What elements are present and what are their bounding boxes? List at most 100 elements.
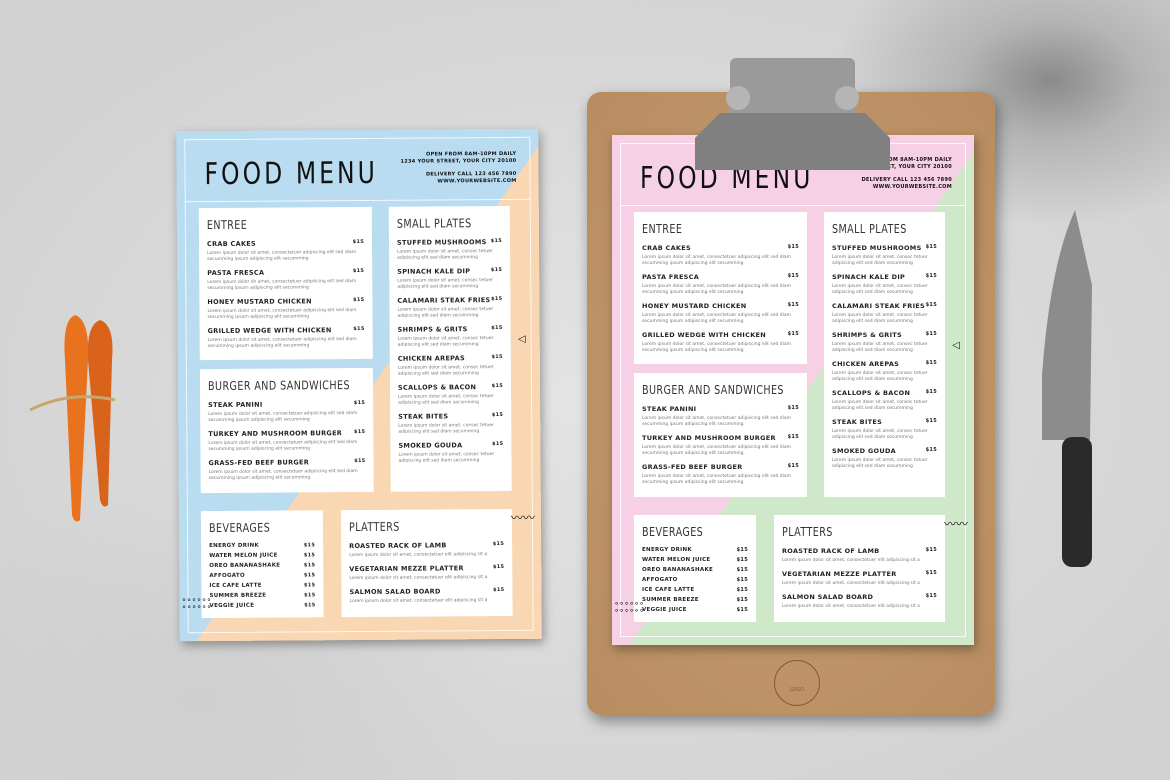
- item-description: Lorem ipsum dolor sit amet, consectetuer…: [349, 552, 488, 559]
- menu-item: GRASS-FED BEEF BURGER $15 Lorem ipsum dolo…: [642, 463, 799, 486]
- item-name: ICE CAFE LATTE: [642, 587, 695, 593]
- menu-item-row: GRASS-FED BEEF BURGER $15: [642, 463, 799, 471]
- menu-item: HONEY MUSTARD CHICKEN $15 Lorem ipsum dolo…: [207, 297, 364, 321]
- opening-hours: OPEN FROM 8AM-10PM DAILY: [861, 157, 952, 163]
- menu-item-row: PASTA FRESCA $15: [207, 268, 364, 277]
- item-name: HONEY MUSTARD CHICKEN: [207, 297, 312, 307]
- item-description: Lorem ipsum dolor sit amet, consectetuer…: [207, 337, 357, 350]
- menu-item-row: HONEY MUSTARD CHICKEN $15: [207, 297, 364, 306]
- menu-item: GRILLED WEDGE WITH CHICKEN $15 Lorem ipsum…: [208, 326, 365, 350]
- menu-item-row: TURKEY AND MUSHROOM BURGER $15: [208, 429, 365, 438]
- item-price: $15: [736, 607, 748, 613]
- item-description: Lorem ipsum dolor sit amet, consectetuer…: [642, 416, 792, 427]
- menu-item: CALAMARI STEAK FRIES $15 Lorem ipsum dolor…: [832, 302, 937, 325]
- item-description: Lorem ipsum dolor sit amet, consec tetue…: [832, 284, 928, 295]
- item-description: Lorem ipsum dolor sit amet, consectetuer…: [207, 279, 357, 292]
- menu-item-row: GRILLED WEDGE WITH CHICKEN $15: [208, 326, 365, 335]
- item-price: $15: [304, 602, 316, 609]
- menu-item: WATER MELON JUICE $15: [642, 557, 748, 563]
- menu-section-burgers: BURGER AND SANDWICHES STEAK PANINI $15 Lore…: [199, 367, 374, 494]
- item-price: $15: [303, 572, 316, 579]
- item-description: Lorem ipsum dolor sit amet, consec tetue…: [397, 307, 494, 319]
- menu-item: STEAK BITES $15 Lorem ipsum dolor sit amet…: [398, 412, 503, 436]
- menu-item: TURKEY AND MUSHROOM BURGER $15 Lorem ipsum…: [208, 429, 365, 453]
- address: 1234 YOUR STREET, YOUR CITY 20100: [400, 157, 517, 165]
- item-name: SMOKED GOUDA: [832, 447, 896, 455]
- menu-item-row: GRILLED WEDGE WITH CHICKEN $15: [642, 331, 799, 339]
- item-name: SALMON SALAD BOARD: [349, 587, 441, 597]
- item-price: $15: [787, 273, 799, 279]
- menu-item-row: ROASTED RACK OF LAMB $15: [349, 541, 504, 550]
- item-name: CHICKEN AREPAS: [397, 354, 465, 363]
- item-description: Lorem ipsum dolor sit amet, consec tetue…: [832, 429, 928, 440]
- item-name: WATER MELON JUICE: [209, 552, 278, 560]
- contact-info: DELIVERY CALL 123 456 7890 WWW.YOURWEBSIT…: [426, 171, 517, 186]
- item-price: $15: [925, 570, 937, 576]
- menu-item-row: GRASS-FED BEEF BURGER $15: [209, 458, 366, 467]
- menu-item: SCALLOPS & BACON $15 Lorem ipsum dolor sit…: [398, 383, 503, 407]
- menu-item: SUMMER BREEZE $15: [642, 597, 748, 603]
- item-name: ENERGY DRINK: [209, 542, 260, 550]
- menu-item-row: CALAMARI STEAK FRIES $15: [397, 296, 502, 305]
- menu-item-row: SHRIMPS & GRITS $15: [398, 325, 503, 334]
- menu-item: VEGETARIAN MEZZE PLATTER $15 Lorem ipsum d…: [349, 564, 504, 582]
- menu-title: FOOD MENU: [204, 155, 379, 193]
- menu-item-row: STEAK BITES $15: [398, 412, 503, 421]
- triangle-decoration: ◁: [517, 333, 526, 345]
- menu-item: ROASTED RACK OF LAMB $15 Lorem ipsum dolor…: [349, 541, 504, 559]
- menu-item-row: AFFOGATO $15: [642, 577, 748, 583]
- triangle-decoration: ◁: [952, 340, 960, 351]
- item-description: Lorem ipsum dolor sit amet, consec tetue…: [397, 336, 494, 348]
- item-name: SUMMER BREEZE: [642, 597, 699, 603]
- delivery-phone: DELIVERY CALL 123 456 7890: [861, 177, 952, 183]
- menu-item-row: SALMON SALAD BOARD $15: [782, 593, 937, 601]
- item-name: AFFOGATO: [642, 577, 678, 583]
- menu-section-burgers: BURGER AND SANDWICHES STEAK PANINI $15 Lore…: [634, 373, 807, 497]
- item-price: $15: [490, 266, 503, 274]
- menu-section-platters: PLATTERS ROASTED RACK OF LAMB $15 Lorem ips…: [774, 515, 945, 622]
- carrots: [29, 315, 116, 522]
- menu-item-row: TURKEY AND MUSHROOM BURGER $15: [642, 434, 799, 442]
- menu-item-row: CRAB CAKES $15: [207, 239, 364, 248]
- item-price: $15: [787, 405, 799, 411]
- menu-item-row: CALAMARI STEAK FRIES $15: [832, 302, 937, 310]
- menu-section-beverages: BEVERAGES ENERGY DRINK $15 WATER MELON JUIC…: [200, 510, 324, 619]
- item-name: OREO BANANASHAKE: [642, 567, 714, 573]
- item-description: Lorem ipsum dolor sit amet, consec tetue…: [832, 313, 928, 324]
- item-description: Lorem ipsum dolor sit amet, consec tetue…: [398, 394, 494, 406]
- menu-section-beverages: BEVERAGES ENERGY DRINK $15 WATER MELON JUIC…: [634, 515, 756, 622]
- menu-item: TURKEY AND MUSHROOM BURGER $15 Lorem ipsum…: [642, 434, 799, 457]
- menu-item-row: ROASTED RACK OF LAMB $15: [782, 547, 937, 555]
- logo-text: LOGO: [789, 687, 805, 693]
- menu-item-row: ENERGY DRINK $15: [209, 542, 315, 549]
- item-price: $15: [491, 411, 504, 419]
- item-price: $15: [925, 547, 937, 553]
- item-name: HONEY MUSTARD CHICKEN: [642, 302, 747, 310]
- item-name: PASTA FRESCA: [642, 273, 700, 281]
- item-name: STEAK BITES: [832, 418, 883, 426]
- menu-item-row: HONEY MUSTARD CHICKEN $15: [642, 302, 799, 310]
- menu-item-row: STEAK BITES $15: [832, 418, 937, 426]
- item-price: $15: [736, 557, 748, 563]
- item-name: VEGETARIAN MEZZE PLATTER: [782, 570, 897, 578]
- hours-address: OPEN FROM 8AM-10PM DAILY 1234 YOUR STREET…: [836, 157, 952, 171]
- menu-item: GRASS-FED BEEF BURGER $15 Lorem ipsum dolo…: [209, 458, 366, 482]
- item-price: $15: [491, 324, 503, 332]
- menu-item-row: STEAK PANINI $15: [208, 400, 365, 409]
- item-price: $15: [353, 296, 365, 304]
- menu-item-row: VEGGIE JUICE $15: [210, 602, 316, 609]
- item-name: STEAK BITES: [398, 412, 449, 421]
- item-price: $15: [736, 587, 748, 593]
- menu-section-platters: PLATTERS ROASTED RACK OF LAMB $15 Lorem ips…: [340, 508, 513, 618]
- menu-item-row: PASTA FRESCA $15: [642, 273, 799, 281]
- item-price: $15: [353, 325, 365, 333]
- item-name: GRILLED WEDGE WITH CHICKEN: [642, 331, 767, 339]
- item-price: $15: [353, 428, 366, 436]
- menu-item-row: WATER MELON JUICE $15: [642, 557, 748, 563]
- menu-item-row: AFFOGATO $15: [209, 572, 315, 579]
- item-description: Lorem ipsum dolor sit amet, consec tetue…: [832, 371, 928, 382]
- menu-item: ROASTED RACK OF LAMB $15 Lorem ipsum dolor…: [782, 547, 937, 564]
- menu-item: AFFOGATO $15: [209, 572, 315, 579]
- menu-item-row: ENERGY DRINK $15: [642, 547, 748, 553]
- item-name: SCALLOPS & BACON: [832, 389, 911, 397]
